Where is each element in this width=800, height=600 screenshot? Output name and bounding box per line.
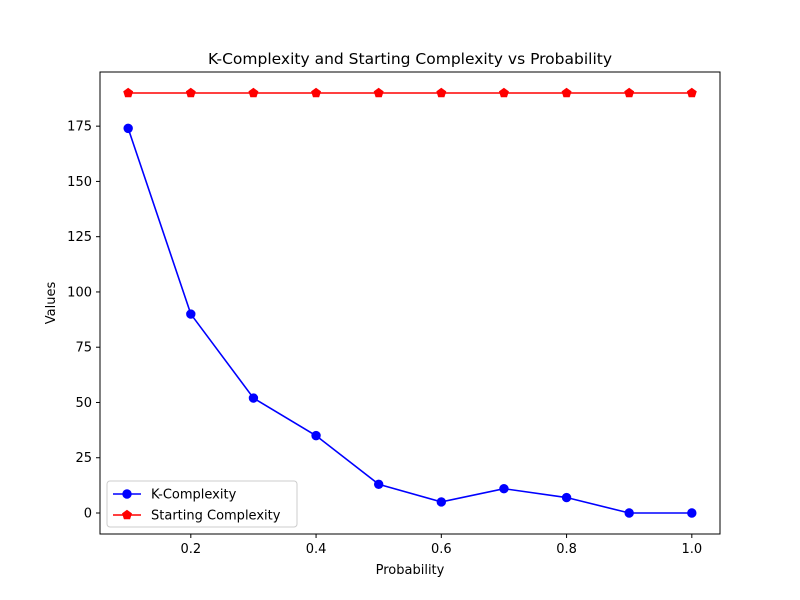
series-2-point [248, 87, 259, 98]
y-tick-label: 175 [67, 120, 92, 135]
series-1-point [436, 497, 447, 507]
series-2-point [561, 87, 572, 98]
legend: K-Complexity Starting Complexity [106, 480, 298, 528]
series-1-point [687, 508, 697, 518]
legend-label: K-Complexity [151, 488, 237, 503]
y-axis-ticks: 0 25 50 75 100 125 150 175 [67, 120, 100, 522]
x-tick-label: 0.6 [431, 542, 452, 557]
y-tick-label: 75 [75, 341, 92, 356]
legend-box [106, 480, 298, 528]
series-1-point [624, 508, 634, 518]
y-axis-title: Values [44, 282, 59, 325]
series-1-point [311, 430, 321, 441]
series-2-point [498, 87, 509, 98]
y-tick-label: 50 [75, 396, 92, 411]
series-2-point [311, 87, 322, 98]
x-tick-label: 0.4 [306, 542, 327, 557]
x-tick-label: 0.8 [556, 542, 577, 557]
legend-marker [122, 489, 132, 499]
series-2-point [373, 87, 384, 98]
series-2-point [123, 87, 134, 98]
series-layer [123, 87, 697, 518]
x-axis-title: Probability [376, 563, 445, 578]
series-1-point [373, 479, 384, 489]
series-2 [123, 87, 697, 98]
series-1-line [127, 128, 692, 514]
legend-marker [122, 509, 132, 520]
y-tick-label: 150 [67, 175, 92, 190]
series-1-point [561, 492, 572, 503]
chart-title: K-Complexity and Starting Complexity vs … [208, 50, 612, 68]
series-1-point [248, 393, 259, 403]
series-2-point [436, 87, 447, 98]
series-1-point [123, 123, 133, 134]
y-tick-label: 125 [67, 230, 92, 245]
legend-label: Starting Complexity [151, 509, 281, 524]
x-tick-label: 0.2 [180, 542, 201, 557]
x-axis-ticks: 0.2 0.4 0.6 0.8 1.0 [180, 534, 702, 557]
series-2-point [686, 87, 697, 98]
y-tick-label: 25 [75, 451, 92, 466]
plot-area-frame [99, 71, 721, 535]
y-tick-label: 100 [67, 285, 92, 300]
series-1 [123, 123, 697, 518]
x-tick-label: 1.0 [681, 542, 702, 557]
series-1-point [186, 309, 196, 319]
series-2-point [624, 87, 635, 98]
series-2-point [185, 87, 196, 98]
series-1-point [499, 483, 509, 494]
y-tick-label: 0 [84, 507, 92, 522]
